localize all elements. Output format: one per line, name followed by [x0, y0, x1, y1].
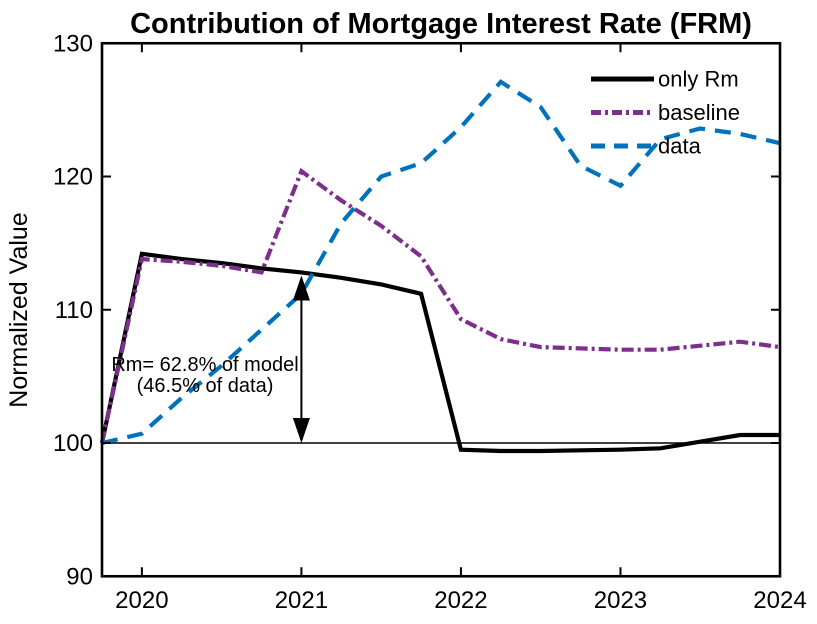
legend: only Rm baseline data	[591, 67, 740, 159]
annotation-arrowhead-down	[292, 418, 310, 443]
series-line-data	[101, 79, 781, 446]
x-tick-label: 2024	[753, 587, 806, 614]
annotation-arrow	[292, 275, 310, 443]
y-tick-label: 120	[53, 164, 93, 191]
y-axis-label: Normalized Value	[5, 212, 33, 407]
legend-label-data: data	[658, 134, 702, 159]
legend-line-samples	[591, 76, 654, 149]
legend-label-only-rm: only Rm	[658, 67, 739, 92]
x-tick-label: 2021	[275, 587, 328, 614]
series-line-baseline	[99, 167, 781, 444]
x-tick-label: 2022	[434, 587, 487, 614]
y-tick-label: 90	[66, 563, 93, 590]
y-tick-label: 110	[55, 297, 93, 324]
plot-area: 2020 2021 2022 2023 2024 90 100 110 120 130	[53, 30, 807, 614]
y-tick-label: 100	[53, 430, 93, 457]
legend-label-baseline: baseline	[658, 100, 740, 125]
x-tick-label: 2023	[594, 587, 647, 614]
annotation-line2: (46.5% of data)	[137, 375, 274, 397]
annotation-arrowhead-up	[292, 275, 310, 301]
x-tick-label: 2020	[115, 587, 168, 614]
annotation-line1: Rm= 62.8% of model	[111, 354, 298, 376]
y-tick-label: 130	[53, 30, 93, 57]
chart-title: Contribution of Mortgage Interest Rate (…	[130, 8, 752, 40]
series-line-only-rm	[99, 251, 780, 454]
